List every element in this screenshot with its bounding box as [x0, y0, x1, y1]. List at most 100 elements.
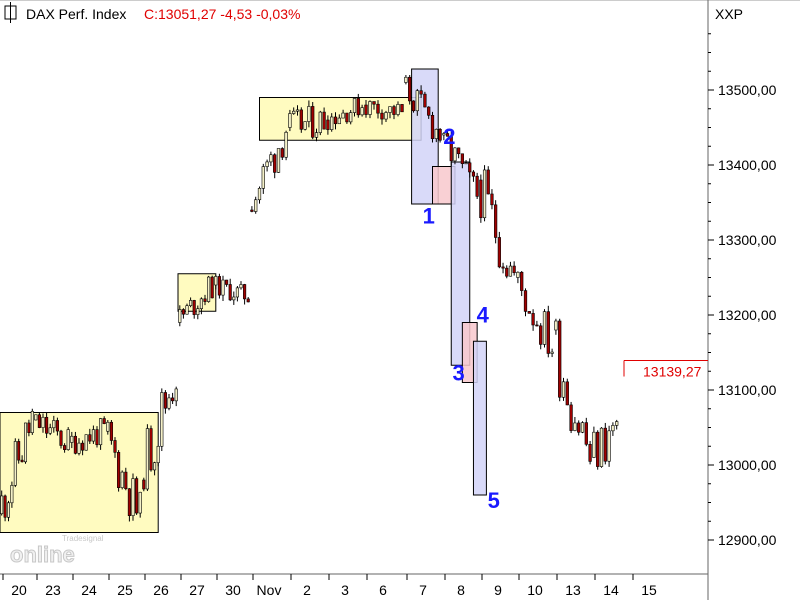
candle-body: [239, 284, 243, 289]
candle-body: [531, 313, 535, 326]
candle-body: [542, 311, 547, 345]
candle-body: [84, 434, 88, 451]
candle-body: [314, 132, 319, 138]
candle-body: [318, 111, 322, 133]
candle-body: [192, 300, 196, 315]
candle-body: [261, 166, 265, 189]
candle-body: [360, 107, 364, 116]
candle-body: [311, 106, 315, 138]
x-tick-label: Nov: [257, 582, 282, 598]
x-tick-label: 2: [303, 582, 311, 598]
candle-body: [372, 101, 376, 105]
x-tick-label: 20: [11, 582, 27, 598]
candle-body: [392, 106, 396, 115]
candle-body: [59, 430, 63, 446]
wave-label-3: 3: [453, 360, 465, 385]
candle-body: [460, 153, 464, 165]
candle-body: [207, 276, 211, 302]
candle-body: [599, 427, 604, 467]
candle-body: [77, 442, 81, 454]
chart-header: DAX Perf. Index C:13051,27 -4,53 -0,03%: [4, 2, 300, 23]
candle-body: [99, 418, 103, 446]
candle-body: [34, 414, 38, 421]
candle-body: [419, 90, 423, 95]
candle-body: [550, 351, 554, 354]
candle-body: [221, 279, 225, 296]
y-axis: 12900,00 13000,00 13100,00 13200,00 13300,00…: [708, 33, 777, 548]
candle-body: [181, 309, 185, 315]
logo-small-text: Tradesignal: [62, 534, 104, 543]
candle-body: [167, 397, 171, 409]
candle-body: [124, 471, 128, 490]
candle-body: [273, 154, 277, 173]
candle-body: [91, 429, 95, 442]
x-tick-label: 26: [153, 582, 169, 598]
candle-body: [63, 445, 67, 450]
candle-body: [149, 428, 153, 471]
candle-body: [232, 296, 236, 301]
candle-body: [250, 209, 254, 212]
x-tick-label: 6: [379, 582, 387, 598]
candle-body: [17, 441, 21, 461]
candle-body: [438, 128, 442, 141]
candle-body: [48, 427, 52, 434]
candle-body: [292, 110, 296, 114]
candle-body: [546, 311, 550, 354]
candle-body: [45, 416, 49, 434]
candle-body: [535, 324, 539, 327]
candle-body: [189, 300, 193, 306]
candle-body: [384, 112, 388, 120]
candle-body: [284, 131, 288, 158]
quote-readout: C:13051,27 -4,53 -0,03%: [144, 6, 300, 22]
candle-body: [596, 431, 600, 467]
candle-body: [120, 471, 124, 488]
y-tick-label: 13300,00: [718, 232, 777, 248]
candle-body: [561, 381, 566, 398]
candle-body: [276, 148, 281, 173]
candle-body: [330, 116, 334, 130]
x-tick-label: 25: [117, 582, 133, 598]
candle-body: [73, 435, 77, 454]
candle-body: [554, 320, 558, 331]
candle-body: [217, 276, 221, 296]
candle-body: [577, 422, 581, 433]
candle-body: [199, 298, 203, 309]
candle-body: [449, 136, 453, 162]
candle-body: [501, 266, 505, 269]
candle-body: [185, 305, 189, 315]
candle-body: [423, 93, 427, 108]
x-tick-label: 14: [603, 582, 619, 598]
candle-body: [333, 116, 338, 125]
candle-body: [203, 298, 207, 302]
candle-body: [380, 112, 384, 120]
candle-body: [505, 267, 509, 277]
wave-label-5: 5: [488, 488, 500, 513]
plot-area: 1 2 3 4 5 13139,27: [0, 68, 708, 533]
candle-body: [127, 488, 131, 516]
x-tick-label: 8: [457, 582, 465, 598]
instrument-name: DAX Perf. Index: [26, 6, 126, 22]
candle-body: [156, 445, 160, 464]
y-tick-label: 13400,00: [718, 157, 777, 173]
candle-body: [475, 175, 479, 197]
candle-body: [10, 485, 14, 504]
candle-body: [288, 113, 292, 128]
candle-body: [558, 320, 562, 398]
candle-body: [246, 298, 250, 303]
candle-body: [453, 147, 457, 162]
candle-body: [471, 171, 476, 177]
candle-body: [611, 425, 615, 432]
candle-body: [174, 388, 178, 402]
candle-body: [0, 495, 4, 515]
candle-body: [520, 271, 524, 291]
candle-body: [214, 276, 218, 286]
candle-body: [512, 265, 516, 274]
candle-body: [573, 422, 577, 431]
candle-body: [588, 444, 592, 462]
candle-body: [81, 442, 85, 451]
candle-body: [295, 109, 300, 112]
candle-body: [376, 103, 380, 114]
candle-body: [494, 204, 498, 238]
y-tick-label: 13200,00: [718, 307, 777, 323]
